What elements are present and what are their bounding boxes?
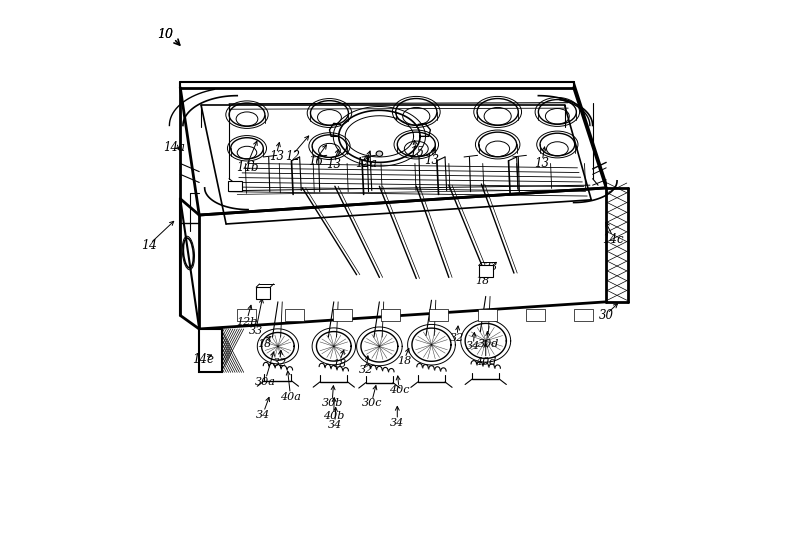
Text: 18: 18	[332, 359, 346, 369]
Polygon shape	[199, 329, 222, 373]
Text: 13: 13	[269, 151, 284, 163]
Text: 30a: 30a	[255, 376, 276, 387]
Text: 30b: 30b	[322, 398, 343, 409]
Text: 33: 33	[484, 262, 498, 271]
Text: 34: 34	[390, 418, 405, 428]
Text: 34: 34	[256, 410, 270, 420]
Text: 33: 33	[249, 326, 263, 336]
Bar	[334, 309, 352, 321]
Text: 34: 34	[466, 341, 480, 351]
Text: 34: 34	[328, 420, 342, 430]
Text: 30: 30	[598, 309, 614, 322]
Bar	[526, 309, 545, 321]
Text: 13: 13	[534, 157, 550, 170]
Text: 13: 13	[326, 158, 342, 171]
Text: 13: 13	[424, 154, 439, 166]
Text: 18: 18	[258, 339, 271, 349]
Bar	[430, 309, 449, 321]
Ellipse shape	[376, 151, 382, 157]
Text: 14: 14	[142, 239, 158, 252]
Text: 14a: 14a	[162, 141, 185, 154]
Bar	[478, 309, 497, 321]
Text: 30d: 30d	[478, 338, 499, 349]
Text: 32: 32	[359, 364, 374, 375]
Bar	[286, 309, 304, 321]
Bar	[238, 309, 256, 321]
Text: 40c: 40c	[389, 385, 409, 395]
Text: 16: 16	[308, 156, 323, 168]
Text: 12a: 12a	[355, 157, 378, 170]
Bar	[228, 181, 242, 190]
Bar	[478, 265, 493, 277]
Text: 30c: 30c	[362, 398, 382, 409]
Text: 14b: 14b	[236, 162, 258, 174]
Text: 32: 32	[273, 357, 286, 368]
Text: 10: 10	[158, 28, 174, 41]
Text: 32: 32	[450, 333, 464, 343]
Text: 18: 18	[398, 356, 411, 366]
Bar	[574, 309, 593, 321]
Text: 40b: 40b	[323, 411, 345, 421]
Text: 40d: 40d	[475, 356, 497, 367]
Text: 18: 18	[475, 276, 490, 286]
Text: 10: 10	[158, 28, 174, 41]
Text: 12b: 12b	[236, 317, 258, 327]
Text: 15: 15	[409, 146, 424, 159]
Text: 12: 12	[285, 151, 300, 163]
Bar	[382, 309, 400, 321]
Text: 40a: 40a	[280, 392, 301, 402]
Bar	[256, 287, 270, 299]
Text: 14e: 14e	[193, 354, 214, 367]
Text: 14c: 14c	[602, 233, 624, 246]
